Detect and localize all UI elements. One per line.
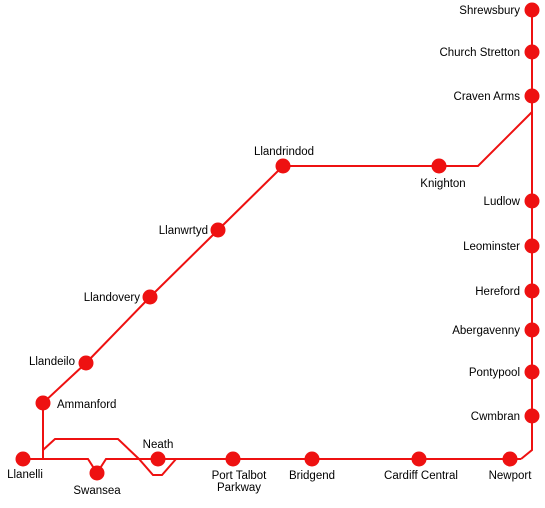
station-label-swansea: Swansea bbox=[73, 485, 121, 497]
station-dot-church-stretton[interactable] bbox=[524, 44, 540, 60]
swansea-district-loop-track bbox=[42, 438, 177, 476]
station-label-shrewsbury: Shrewsbury bbox=[459, 5, 520, 17]
station-label-hereford: Hereford bbox=[475, 286, 520, 298]
station-dot-hereford[interactable] bbox=[524, 283, 540, 299]
station-dot-bridgend[interactable] bbox=[304, 451, 320, 467]
station-label-neath: Neath bbox=[143, 439, 174, 451]
station-dot-neath[interactable] bbox=[150, 451, 166, 467]
station-dot-leominster[interactable] bbox=[524, 238, 540, 254]
station-label-port-talbot-line1: Port Talbot bbox=[212, 470, 268, 482]
station-dot-llanwrtyd[interactable] bbox=[210, 222, 226, 238]
station-label-ludlow: Ludlow bbox=[484, 196, 521, 208]
station-dot-newport[interactable] bbox=[502, 451, 518, 467]
station-label-ammanford: Ammanford bbox=[57, 399, 116, 411]
station-dot-shrewsbury[interactable] bbox=[524, 2, 540, 18]
station-label-abergavenny: Abergavenny bbox=[452, 325, 520, 337]
station-label-llandrindod: Llandrindod bbox=[254, 146, 314, 158]
station-label-craven-arms: Craven Arms bbox=[454, 91, 521, 103]
station-label-church-stretton: Church Stretton bbox=[439, 47, 520, 59]
station-label-knighton: Knighton bbox=[420, 178, 465, 190]
station-label-llandovery: Llandovery bbox=[84, 292, 141, 304]
station-dot-ammanford[interactable] bbox=[35, 395, 51, 411]
station-label-cardiff-central: Cardiff Central bbox=[384, 470, 458, 482]
station-labels: Shrewsbury Church Stretton Craven Arms K… bbox=[7, 5, 532, 497]
station-dot-llandrindod[interactable] bbox=[275, 158, 291, 174]
station-dot-llanelli[interactable] bbox=[15, 451, 31, 467]
station-dot-ludlow[interactable] bbox=[524, 193, 540, 209]
station-label-llandeilo: Llandeilo bbox=[29, 356, 75, 368]
station-dot-abergavenny[interactable] bbox=[524, 322, 540, 338]
station-label-port-talbot-line2: Parkway bbox=[217, 482, 261, 494]
station-label-pontypool: Pontypool bbox=[469, 367, 520, 379]
station-label-leominster: Leominster bbox=[463, 241, 520, 253]
station-label-cwmbran: Cwmbran bbox=[471, 411, 520, 423]
station-label-newport: Newport bbox=[489, 470, 533, 482]
station-dot-llandeilo[interactable] bbox=[78, 355, 94, 371]
marches-track bbox=[520, 10, 533, 460]
station-dot-port-talbot-parkway[interactable] bbox=[225, 451, 241, 467]
station-dot-knighton[interactable] bbox=[431, 158, 447, 174]
station-dot-pontypool[interactable] bbox=[524, 364, 540, 380]
station-label-bridgend: Bridgend bbox=[289, 470, 335, 482]
station-dot-swansea[interactable] bbox=[89, 465, 105, 481]
station-label-llanwrtyd: Llanwrtyd bbox=[159, 225, 208, 237]
station-dot-cardiff-central[interactable] bbox=[411, 451, 427, 467]
station-dot-cwmbran[interactable] bbox=[524, 408, 540, 424]
station-label-llanelli: Llanelli bbox=[7, 469, 43, 481]
station-dots bbox=[15, 2, 540, 481]
station-dot-llandovery[interactable] bbox=[142, 289, 158, 305]
station-dot-craven-arms[interactable] bbox=[524, 88, 540, 104]
